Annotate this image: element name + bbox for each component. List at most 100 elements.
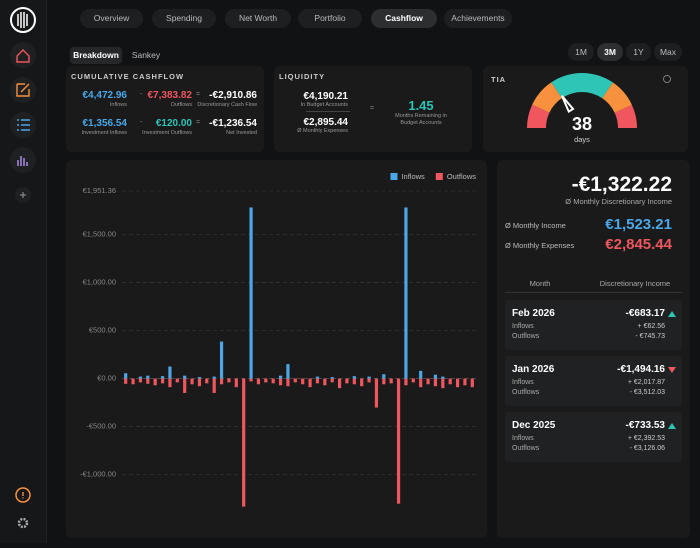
bar — [448, 378, 452, 385]
bar — [382, 378, 386, 385]
chart-card: -€1,000.00 -€500.00 €0.00 €500.00 €1,000.00 €… — [66, 160, 487, 538]
home-btn[interactable] — [10, 42, 36, 68]
stat-label: Inflows — [109, 102, 127, 108]
bar — [382, 374, 386, 379]
bar — [345, 378, 349, 384]
bar — [219, 341, 224, 379]
bar — [360, 378, 364, 387]
bar — [426, 378, 430, 385]
bar — [419, 370, 423, 379]
bar — [396, 378, 401, 504]
month-name: Jan 2026 — [512, 364, 555, 375]
bar — [131, 378, 135, 385]
bar — [411, 378, 415, 383]
alert-icon[interactable] — [15, 487, 31, 503]
legend-label: Inflows — [401, 172, 425, 181]
bar — [197, 378, 202, 387]
chart-btn[interactable] — [10, 147, 36, 173]
expenses-label: Ø Monthly Expenses — [297, 128, 348, 134]
range-btn[interactable]: 1Y — [626, 43, 651, 61]
bar — [160, 376, 165, 379]
bar — [168, 366, 172, 379]
bar — [286, 364, 290, 379]
liquidity-card: LIQUIDITY €4,190.21 In Budget Accounts €… — [274, 66, 472, 152]
bar — [160, 378, 165, 384]
nav-tab[interactable]: Spending — [152, 9, 216, 28]
y-tick-label: €0.00 — [97, 374, 116, 383]
range-btn[interactable]: Max — [654, 43, 682, 61]
sub-tab[interactable]: Breakdown — [70, 47, 122, 64]
stat-value: €120.00 — [155, 118, 192, 129]
bar — [404, 207, 408, 379]
bar — [138, 378, 143, 383]
bar — [234, 378, 238, 388]
bar — [249, 378, 253, 382]
gauge-segment — [614, 104, 637, 128]
inflows-label: Inflows — [512, 323, 534, 330]
y-tick-label: €500.00 — [89, 325, 116, 334]
nav-tab[interactable]: Cashflow — [371, 9, 437, 28]
bar — [183, 378, 187, 393]
bar — [374, 378, 379, 408]
gauge-segment — [551, 73, 613, 99]
bar — [264, 378, 268, 383]
sub-tab[interactable]: Sankey — [131, 50, 161, 60]
bar — [249, 207, 253, 379]
trend-icon — [668, 311, 676, 317]
expenses-label: Ø Monthly Expenses — [505, 241, 575, 250]
bar — [315, 378, 320, 384]
inflows-value: + €62.56 — [637, 323, 665, 330]
stat-label: Discretionary Cash Flow — [197, 102, 257, 108]
bar — [389, 378, 393, 384]
list-icon — [17, 119, 30, 131]
budget-label: In Budget Accounts — [300, 102, 348, 108]
month-row: Jan 2026 -€1,494.16 Inflows + €2,017.87 Outf… — [505, 356, 682, 406]
operator: = — [196, 91, 201, 98]
operator: = — [370, 105, 375, 112]
legend-label: Outflows — [447, 172, 476, 181]
bar — [146, 375, 150, 379]
gauge-needle — [560, 95, 575, 114]
bar — [212, 378, 216, 393]
card-title: CUMULATIVE CASHFLOW — [71, 72, 185, 81]
trend-icon — [668, 367, 676, 373]
cumulative-card: CUMULATIVE CASHFLOW €4,472.96 Inflows €7,3… — [66, 66, 264, 152]
summary-card: -€1,322.22 Ø Monthly Discretionary Incom… — [497, 160, 690, 538]
card-title: TIA — [491, 75, 507, 84]
months-label: Months Remaining in Budget Accounts — [395, 113, 447, 126]
nav-tab[interactable]: Portfolio — [298, 9, 362, 28]
bar — [205, 378, 209, 384]
month-row: Feb 2026 -€683.17 Inflows + €62.56 Outflows -… — [505, 300, 682, 350]
bar — [433, 378, 438, 387]
bar — [124, 378, 128, 384]
bar — [212, 376, 216, 379]
bar — [367, 376, 371, 379]
bar — [183, 375, 187, 379]
nav-tab[interactable]: Overview — [80, 9, 143, 28]
income-value: €1,523.21 — [605, 216, 672, 233]
outflows-label: Outflows — [512, 333, 540, 340]
range-btn[interactable]: 1M — [568, 43, 594, 61]
bar — [153, 378, 157, 386]
summary-value: -€1,322.22 — [571, 173, 672, 196]
tia-unit: days — [574, 135, 590, 144]
info-icon[interactable] — [663, 75, 671, 83]
settings-icon[interactable] — [17, 517, 29, 529]
range-btn[interactable]: 3M — [597, 43, 623, 61]
legend-swatch — [390, 173, 398, 180]
nav-tab[interactable]: Achievements — [444, 9, 512, 28]
outflows-value: - €3,126.06 — [629, 445, 665, 452]
bar — [433, 374, 438, 379]
bar — [419, 378, 423, 388]
home-icon — [16, 49, 30, 63]
bar — [219, 378, 224, 385]
col-header: Discretionary Income — [599, 279, 671, 288]
nav-tab[interactable]: Net Worth — [225, 9, 291, 28]
bar — [227, 378, 231, 383]
month-row: Dec 2025 -€733.53 Inflows + €2,392.53 Outflo… — [505, 412, 682, 462]
outflows-label: Outflows — [512, 445, 540, 452]
divider — [505, 292, 682, 293]
stat-label: Investment Inflows — [81, 130, 127, 136]
bar — [404, 378, 408, 386]
